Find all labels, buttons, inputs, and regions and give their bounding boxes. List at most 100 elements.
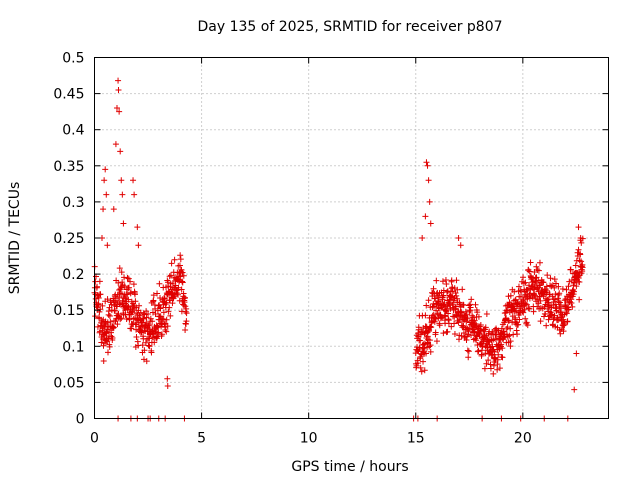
data-point <box>560 328 567 335</box>
data-point <box>433 338 440 345</box>
data-point <box>176 262 183 269</box>
data-point <box>454 295 461 302</box>
data-point <box>565 283 572 290</box>
x-tick-label: 20 <box>514 431 532 447</box>
data-point <box>507 338 514 345</box>
data-point <box>443 281 450 288</box>
data-point <box>113 105 120 112</box>
data-point <box>471 317 478 324</box>
y-tick-label: 0.15 <box>53 303 84 319</box>
data-point <box>418 368 425 375</box>
data-point <box>154 333 161 340</box>
data-point <box>179 279 186 286</box>
data-point <box>551 296 558 303</box>
data-point <box>554 295 561 302</box>
data-point <box>565 306 572 313</box>
data-point <box>474 348 481 355</box>
data-point <box>165 308 172 315</box>
axis-ticks <box>94 57 609 419</box>
data-point <box>430 285 437 292</box>
data-point <box>425 177 432 184</box>
data-point <box>499 345 506 352</box>
data-point <box>552 291 559 298</box>
data-point <box>183 318 190 325</box>
data-point <box>563 286 570 293</box>
data-point <box>413 362 420 369</box>
data-point <box>572 262 579 269</box>
data-point <box>107 318 114 325</box>
data-point <box>421 367 428 374</box>
x-tick-label: 5 <box>197 431 206 447</box>
data-point <box>504 333 511 340</box>
data-point <box>511 288 518 295</box>
data-point <box>177 256 184 263</box>
data-point <box>523 319 530 326</box>
data-point <box>115 279 122 286</box>
data-point <box>527 259 534 266</box>
data-point <box>488 352 495 359</box>
data-point <box>445 320 452 327</box>
x-tick-label: 15 <box>407 431 425 447</box>
data-point <box>147 315 154 322</box>
data-point <box>167 312 174 319</box>
data-point <box>523 301 530 308</box>
data-point <box>422 312 429 319</box>
data-point <box>427 342 434 349</box>
data-point <box>417 337 424 344</box>
data-point <box>131 191 138 198</box>
data-point <box>182 303 189 310</box>
data-point <box>124 291 131 298</box>
data-point <box>117 148 124 155</box>
data-point <box>561 322 568 329</box>
data-point <box>575 274 582 281</box>
data-point <box>455 235 462 241</box>
data-point <box>460 330 467 337</box>
data-point <box>427 220 434 227</box>
data-point <box>536 259 543 266</box>
tick-labels: 0 0.05 0.1 0.15 0.2 0.25 0.3 0.35 0.4 0.45 0.5 0 5 10… <box>53 51 531 447</box>
data-point <box>515 321 522 328</box>
data-point <box>115 86 122 93</box>
x-tick-label: 0 <box>90 431 99 447</box>
data-point <box>175 284 182 291</box>
data-point <box>507 325 514 332</box>
data-point <box>134 224 141 231</box>
data-point <box>432 295 439 302</box>
data-point <box>564 318 571 325</box>
data-point <box>121 274 128 281</box>
data-point <box>423 350 430 357</box>
data-point <box>101 177 108 184</box>
data-point <box>571 288 578 295</box>
data-point <box>130 281 137 288</box>
data-point <box>162 320 169 327</box>
data-point <box>490 370 497 377</box>
data-point <box>505 317 512 324</box>
data-point <box>573 283 580 290</box>
data-point <box>152 310 159 317</box>
data-point <box>125 284 132 291</box>
data-point <box>481 365 488 372</box>
data-point <box>151 339 158 346</box>
data-point <box>520 280 527 287</box>
data-point <box>116 265 123 272</box>
data-point <box>569 303 576 310</box>
data-point <box>119 191 126 198</box>
data-point <box>496 365 503 372</box>
y-tick-label: 0.2 <box>62 267 84 283</box>
data-point <box>429 304 436 311</box>
data-point <box>131 291 138 298</box>
data-point <box>179 269 186 276</box>
data-point <box>143 314 150 321</box>
data-point <box>537 318 544 325</box>
data-point <box>133 334 140 341</box>
data-point <box>95 295 102 302</box>
data-point <box>106 343 113 350</box>
data-point <box>124 274 131 281</box>
data-point <box>577 251 584 258</box>
data-point <box>568 299 575 306</box>
y-tick-label: 0.45 <box>53 87 84 103</box>
data-point <box>148 349 155 356</box>
data-point <box>516 316 523 323</box>
data-point <box>175 291 182 298</box>
data-point <box>547 275 554 282</box>
